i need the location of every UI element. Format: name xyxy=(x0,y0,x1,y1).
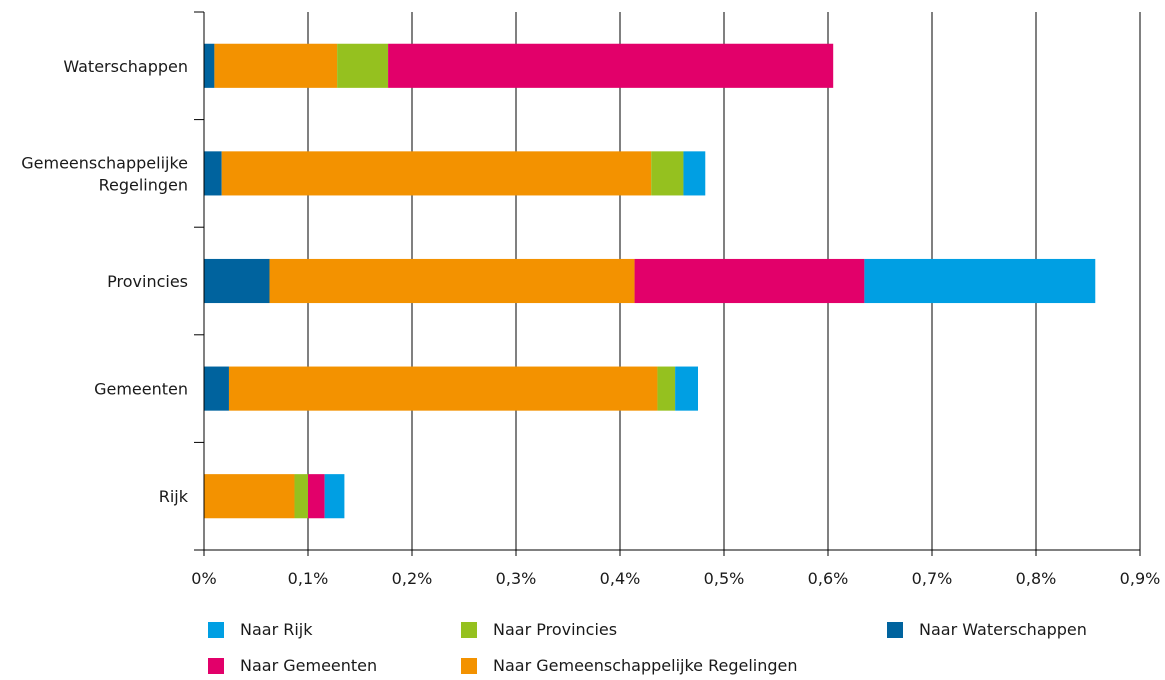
x-tick-label: 0,5% xyxy=(704,569,745,588)
bar-segment xyxy=(388,43,834,88)
x-tick-label: 0,2% xyxy=(392,569,433,588)
category-label: Gemeenschappelijke Regelingen xyxy=(21,153,188,194)
category-label: Waterschappen xyxy=(63,57,188,76)
category-labels: Waterschappen Gemeenschappelijke Regelinge… xyxy=(21,57,188,506)
x-tick-label: 0,8% xyxy=(1016,569,1057,588)
legend-label: Naar Waterschappen xyxy=(919,620,1087,639)
bar-segment xyxy=(204,474,295,519)
legend-item-naar-rijk: Naar Rijk xyxy=(208,620,313,639)
category-label: Rijk xyxy=(159,487,189,506)
legend-label: Naar Gemeenschappelijke Regelingen xyxy=(493,656,798,675)
x-tick-label: 0,4% xyxy=(600,569,641,588)
bar-segment xyxy=(228,366,658,411)
legend: Naar Rijk Naar Provincies Naar Waterscha… xyxy=(0,600,1165,680)
bar-segment xyxy=(204,366,229,411)
x-tick-labels: 0% 0,1% 0,2% 0,3% 0,4% 0,5% 0,6% 0,7% 0,8% 0,9% xyxy=(191,569,1160,588)
legend-swatch xyxy=(887,621,903,638)
category-label: Gemeenten xyxy=(94,380,188,399)
bar-segment xyxy=(214,43,338,88)
x-tick-label: 0,9% xyxy=(1120,569,1161,588)
bar-segment xyxy=(675,366,698,411)
stacked-bar-chart: 0% 0,1% 0,2% 0,3% 0,4% 0,5% 0,6% 0,7% 0,8% 0,9% W… xyxy=(21,11,1160,588)
bar-segment xyxy=(269,258,635,304)
legend-item-naar-gemeenten: Naar Gemeenten xyxy=(208,656,377,675)
bars xyxy=(204,43,1096,519)
bar-segment xyxy=(324,474,345,519)
legend-swatch xyxy=(461,657,477,674)
legend-label: Naar Gemeenten xyxy=(240,656,378,675)
bar-segment xyxy=(651,151,684,196)
bar-segment xyxy=(308,474,325,519)
legend-label: Naar Rijk xyxy=(240,620,313,639)
bar-segment xyxy=(294,474,308,519)
bar-segment xyxy=(337,43,389,88)
bar-segment xyxy=(634,258,865,304)
bar-segment xyxy=(657,366,676,411)
x-tick-label: 0% xyxy=(191,569,216,588)
bar-segment xyxy=(204,151,222,196)
bar-segment xyxy=(204,43,215,88)
legend-item-naar-waterschappen: Naar Waterschappen xyxy=(887,620,1087,639)
legend-swatch xyxy=(461,621,477,638)
x-tick-label: 0,6% xyxy=(808,569,849,588)
bar-segment xyxy=(221,151,652,196)
bar-segment xyxy=(864,258,1096,304)
legend-label: Naar Provincies xyxy=(493,620,618,639)
legend-swatch xyxy=(208,657,224,674)
bar-segment xyxy=(204,258,270,304)
legend-item-naar-gemeenschappelijke-regelingen: Naar Gemeenschappelijke Regelingen xyxy=(461,656,798,675)
category-label: Provincies xyxy=(107,272,188,291)
axes xyxy=(194,11,1141,556)
x-tick-label: 0,3% xyxy=(496,569,537,588)
x-tick-label: 0,1% xyxy=(288,569,329,588)
legend-item-naar-provincies: Naar Provincies xyxy=(461,620,617,639)
x-tick-label: 0,7% xyxy=(912,569,953,588)
legend-swatch xyxy=(208,621,224,638)
bar-segment xyxy=(683,151,706,196)
